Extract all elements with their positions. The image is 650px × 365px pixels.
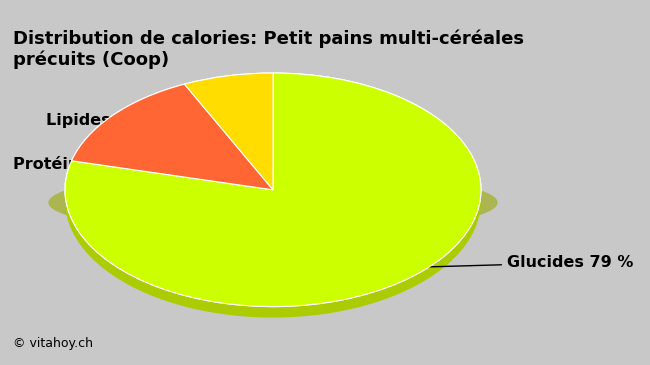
Polygon shape <box>65 73 481 318</box>
Wedge shape <box>65 73 481 307</box>
Text: Distribution de calories: Petit pains multi-céréales
précuits (Coop): Distribution de calories: Petit pains mu… <box>13 29 524 69</box>
Wedge shape <box>72 84 273 190</box>
Wedge shape <box>65 73 481 307</box>
Wedge shape <box>185 73 273 190</box>
Ellipse shape <box>48 170 498 235</box>
Text: Protéines 14 %: Protéines 14 % <box>13 141 164 172</box>
Text: © vitahoy.ch: © vitahoy.ch <box>13 337 93 350</box>
Wedge shape <box>185 73 273 190</box>
Text: Glucides 79 %: Glucides 79 % <box>385 255 633 271</box>
Wedge shape <box>72 84 273 190</box>
Text: Lipides 7 %: Lipides 7 % <box>46 102 235 128</box>
